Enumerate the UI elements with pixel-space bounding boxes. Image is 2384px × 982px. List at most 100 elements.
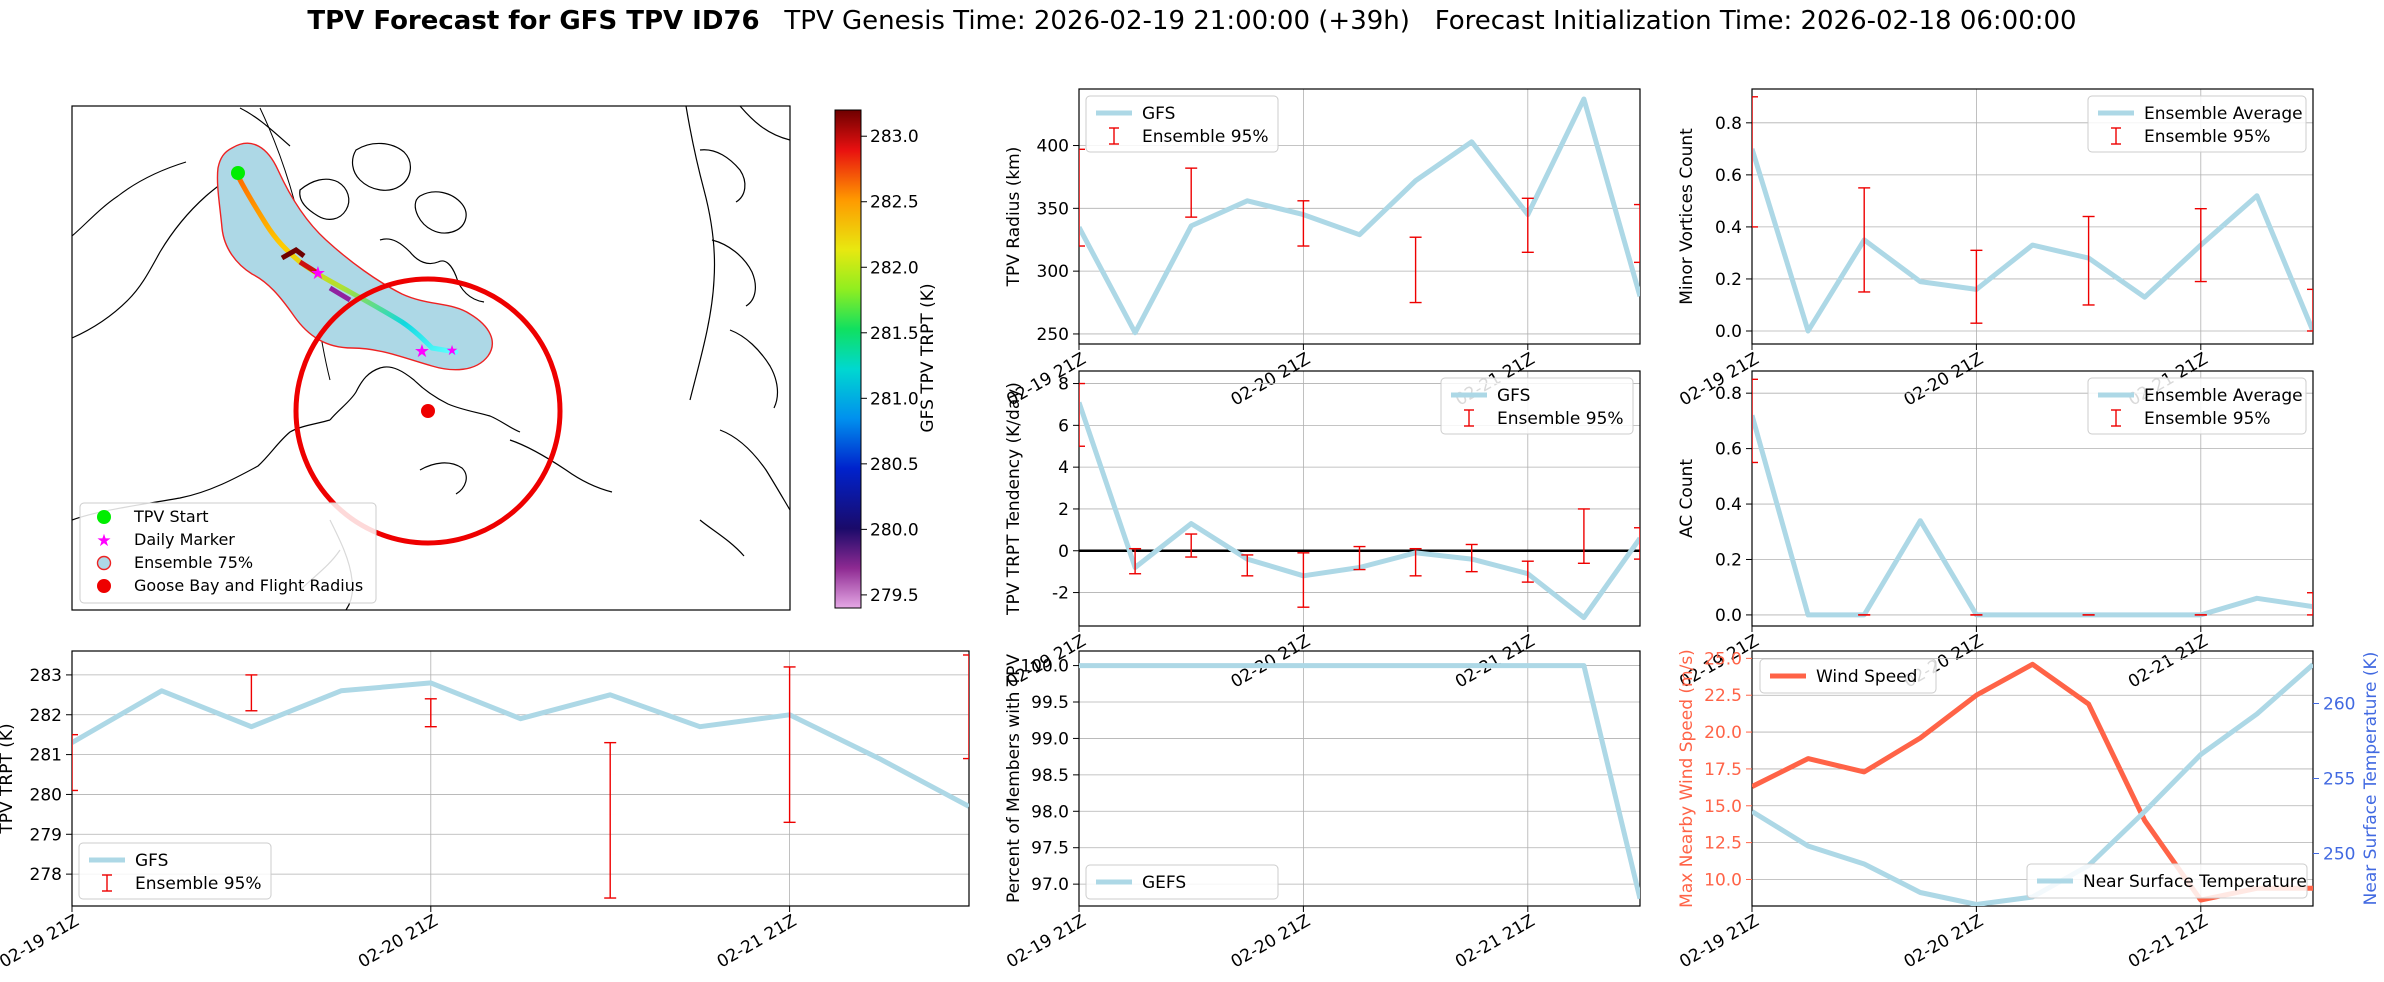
legend-label: Near Surface Temperature xyxy=(2083,872,2307,892)
chart-percent: 97.0 97.5 98.0 98.5 99.0 99.5 100.0 02-19 21Z 02… xyxy=(1003,650,1641,972)
y-tick-label: 0.4 xyxy=(1715,218,1742,238)
series-line xyxy=(1752,414,2313,618)
colorbar-tick-label: 282.5 xyxy=(870,193,919,213)
error-bar xyxy=(72,733,78,792)
ensemble-75-region xyxy=(216,142,493,371)
y-axis-label: TPV Radius (km) xyxy=(1004,147,1024,288)
chart-legend: GFS Ensemble 95% xyxy=(1085,95,1279,153)
error-bar xyxy=(424,698,437,728)
legend-swatch-errorbar xyxy=(2111,127,2121,145)
legend-swatch-errorbar xyxy=(1109,127,1119,145)
series-line xyxy=(1079,96,1640,336)
y-axis-label: Minor Vortices Count xyxy=(1677,128,1697,305)
y-tick-label: 20.0 xyxy=(1704,723,1742,743)
figure-title-bold: TPV Forecast for GFS TPV ID76 xyxy=(307,6,760,36)
legend-tpv-start-label: TPV Start xyxy=(133,507,209,526)
y-tick-label: 97.5 xyxy=(1031,839,1069,859)
y-tick-label: 98.0 xyxy=(1031,802,1069,822)
error-bar xyxy=(1297,552,1310,608)
colorbar-tick-label: 279.5 xyxy=(870,586,919,606)
error-bar xyxy=(1241,554,1254,577)
colorbar-label: GFS TPV TRPT (K) xyxy=(918,283,938,432)
error-bar xyxy=(1521,197,1534,254)
colorbar-tick-label: 280.5 xyxy=(870,455,919,475)
chart-legend: GFS Ensemble 95% xyxy=(78,842,272,900)
y-tick-label: 300 xyxy=(1037,262,1069,282)
colorbar-tick-label: 281.5 xyxy=(870,324,919,344)
y-tick-label: 12.5 xyxy=(1704,834,1742,854)
x-tick-label: 02-20 21Z xyxy=(1228,631,1314,692)
error-bar xyxy=(1752,378,1758,464)
error-bar xyxy=(1353,545,1366,571)
y-axis-label: TPV TRPT (K) xyxy=(0,723,17,834)
figure-title-rest: TPV Genesis Time: 2026-02-19 21:00:00 (+… xyxy=(784,6,2077,36)
legend-label: Ensemble Average xyxy=(2144,386,2303,406)
error-bar xyxy=(1079,148,1085,247)
x-tick-label: 02-19 21Z xyxy=(0,911,83,972)
x-tick-label: 02-21 21Z xyxy=(2125,631,2211,692)
y-tick-label: 350 xyxy=(1037,199,1069,219)
y-tick-label: 0.2 xyxy=(1715,550,1742,570)
error-bar xyxy=(1185,167,1198,218)
x-tick-label: 02-19 21Z xyxy=(1003,911,1089,972)
error-bar xyxy=(783,666,796,824)
legend-temperature: Near Surface Temperature xyxy=(2026,863,2308,899)
error-bar xyxy=(604,741,617,899)
y-tick-label: 279 xyxy=(30,825,62,845)
y2-tick-label: 255 xyxy=(2323,770,2355,790)
x-tick-label: 02-21 21Z xyxy=(1452,911,1538,972)
y-tick-label: 99.5 xyxy=(1031,693,1069,713)
y2-tick-label: 260 xyxy=(2323,695,2355,715)
goose-bay-marker xyxy=(421,404,435,418)
colorbar-tick-label: 280.0 xyxy=(870,520,919,540)
plot-area xyxy=(1079,382,1640,621)
y-tick-label: 278 xyxy=(30,865,62,885)
error-bar xyxy=(2082,215,2095,306)
y2-axis-label: Near Surface Temperature (K) xyxy=(2361,652,2381,906)
legend-wind-speed: Wind Speed xyxy=(1759,658,1937,694)
legend-label: GFS xyxy=(135,851,168,871)
chart-legend: GEFS xyxy=(1085,864,1279,900)
legend-label: Ensemble 95% xyxy=(2144,409,2271,429)
y-tick-label: 100.0 xyxy=(1020,657,1069,677)
legend-label: Ensemble 95% xyxy=(1142,127,1269,147)
y-axis-label: AC Count xyxy=(1677,459,1697,538)
y-tick-label: 0 xyxy=(1058,542,1069,562)
x-tick-label: 02-19 21Z xyxy=(1676,911,1762,972)
legend-goose-bay-label: Goose Bay and Flight Radius xyxy=(134,576,363,595)
y-axis-label: Max Nearby Wind Speed (m/s) xyxy=(1677,649,1697,908)
axes-frame xyxy=(1078,370,1641,627)
x-tick-label: 02-20 21Z xyxy=(1228,349,1314,410)
error-bar xyxy=(1752,96,1758,228)
error-bar xyxy=(1634,203,1640,264)
legend-swatch-errorbar xyxy=(1464,409,1474,427)
axes-frame xyxy=(1078,650,1641,907)
y-tick-label: -2 xyxy=(1052,584,1069,604)
daily-marker-1: ★ xyxy=(310,263,326,284)
legend-label: Ensemble 95% xyxy=(135,874,262,894)
figure-title: TPV Forecast for GFS TPV ID76 TPV Genesi… xyxy=(0,6,2384,36)
series-line xyxy=(72,680,969,809)
daily-marker-2: ★ xyxy=(414,341,430,362)
error-bar xyxy=(245,674,258,712)
y-tick-label: 0.8 xyxy=(1715,114,1742,134)
y2-tick-label: 250 xyxy=(2323,845,2355,865)
tpv-track-hot-segment xyxy=(298,259,318,275)
x-tick-label: 02-20 21Z xyxy=(355,911,441,972)
y-tick-label: 0.2 xyxy=(1715,270,1742,290)
error-bar xyxy=(1465,543,1478,573)
y-tick-label: 2 xyxy=(1058,500,1069,520)
chart-legend: GFS Ensemble 95% xyxy=(1440,377,1634,435)
legend-daily-marker-swatch: ★ xyxy=(96,531,111,551)
chart-wind: 10.0 12.5 15.0 17.5 20.0 22.5 25.0 02-19 21Z 02-… xyxy=(1676,649,2381,972)
y-tick-label: 17.5 xyxy=(1704,760,1742,780)
y-tick-label: 25.0 xyxy=(1704,649,1742,669)
y-tick-label: 6 xyxy=(1058,416,1069,436)
y-tick-label: 10.0 xyxy=(1704,870,1742,890)
chart-legend: Ensemble Average Ensemble 95% xyxy=(2087,377,2307,435)
y-tick-label: 15.0 xyxy=(1704,797,1742,817)
legend-ensemble-75-label: Ensemble 75% xyxy=(134,553,253,572)
colorbar-ticks: 283.0 282.5 282.0 281.5 281.0 280.5 280.0 279.5 xyxy=(861,127,919,606)
